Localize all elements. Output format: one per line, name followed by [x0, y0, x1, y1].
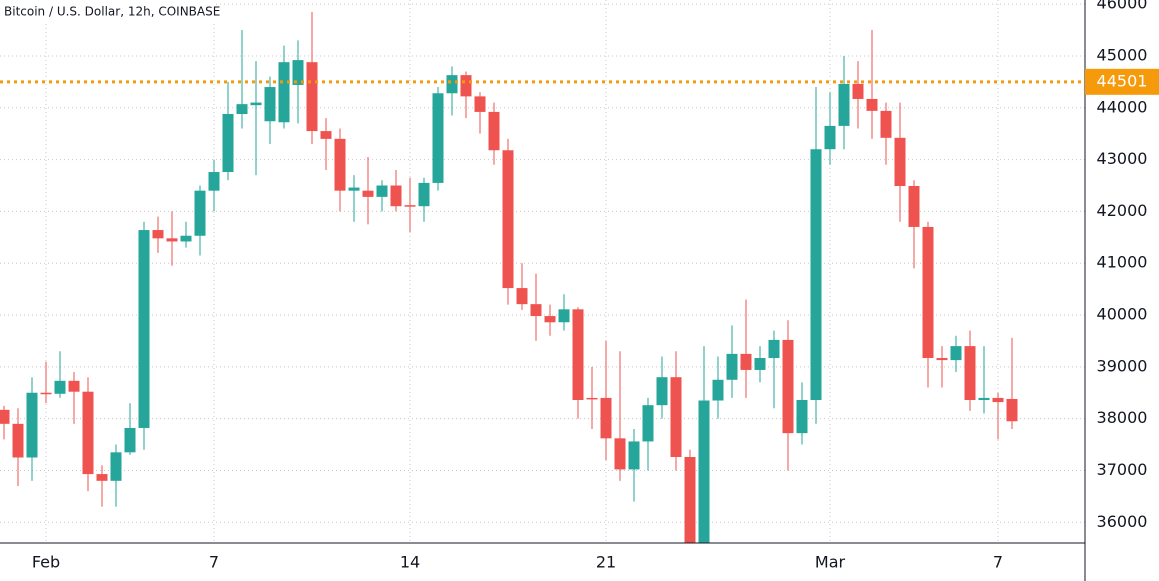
candle-body [726, 353, 738, 380]
candle-body [754, 358, 766, 370]
candle-body [166, 238, 178, 242]
y-tick-label: 39000 [1097, 356, 1148, 375]
candle-body [712, 379, 724, 401]
candle-body [180, 235, 192, 242]
candle-body [278, 62, 290, 123]
y-tick-label: 38000 [1097, 408, 1148, 427]
candle-body [390, 185, 402, 207]
candle-body [628, 441, 640, 470]
y-tick-label: 42000 [1097, 201, 1148, 220]
candle-body [852, 83, 864, 99]
candle-body [488, 111, 500, 151]
y-tick-label: 37000 [1097, 460, 1148, 479]
candle-body [194, 190, 206, 236]
y-tick-label: 43000 [1097, 149, 1148, 168]
candle-body [516, 288, 528, 305]
y-tick-label: 36000 [1097, 512, 1148, 531]
candle-body [838, 83, 850, 126]
candle-body [348, 187, 360, 191]
candle-body [68, 380, 80, 392]
candle-body [698, 400, 710, 543]
candle-body [222, 113, 234, 173]
candle-body [782, 339, 794, 434]
candle-body [684, 456, 696, 543]
candle-body [460, 75, 472, 97]
candle-body [306, 62, 318, 132]
candle-body [334, 138, 346, 191]
y-tick-label: 45000 [1097, 45, 1148, 64]
candle-body [264, 87, 276, 122]
x-tick-label: 7 [209, 553, 219, 572]
candle-body [656, 377, 668, 406]
candle-body [292, 60, 304, 85]
candle-body [474, 96, 486, 112]
candle-body [614, 438, 626, 470]
candle-body [978, 397, 990, 400]
title-bg [0, 0, 215, 22]
candle-body [110, 452, 122, 481]
y-tick-label: 40000 [1097, 305, 1148, 324]
x-tick-label: 7 [993, 553, 1003, 572]
candle-body [768, 339, 780, 359]
candle-body [530, 304, 542, 317]
candle-body [208, 172, 220, 191]
candle-body [12, 423, 24, 458]
candle-body [250, 102, 262, 106]
candle-body [54, 380, 66, 394]
candle-body [152, 230, 164, 239]
candle-body [866, 98, 878, 111]
candle-body [642, 405, 654, 442]
y-tick-label: 46000 [1097, 0, 1148, 13]
x-tick-label: 21 [596, 553, 616, 572]
candle-body [796, 399, 808, 434]
candle-body [418, 182, 430, 207]
candle-body [432, 93, 444, 183]
candle-body [922, 226, 934, 359]
candle-body [376, 185, 388, 197]
candle-body [572, 309, 584, 400]
x-tick-label: 14 [400, 553, 420, 572]
chart-title: Bitcoin / U.S. Dollar, 12h, COINBASE [4, 5, 220, 19]
candle-body [362, 190, 374, 197]
candle-body [138, 230, 150, 428]
candle-body [320, 131, 332, 139]
x-tick-label: Feb [32, 553, 60, 572]
candle-body [558, 309, 570, 323]
candle-body [96, 474, 108, 481]
candle-body [824, 125, 836, 150]
candle-body [124, 427, 136, 453]
candle-body [740, 353, 752, 370]
candle-body [894, 137, 906, 187]
candle-body [1006, 398, 1018, 422]
candle-body [586, 397, 598, 400]
candle-body [992, 397, 1004, 403]
candle-body [950, 346, 962, 361]
candle-body [82, 391, 94, 475]
candle-body [880, 110, 892, 138]
candle-body [502, 150, 514, 289]
candle-body [544, 316, 556, 323]
candle-body [600, 397, 612, 439]
candle-body [40, 392, 52, 395]
price-label-bg [1085, 68, 1159, 95]
candle-body [446, 75, 458, 94]
candle-body [964, 346, 976, 400]
candle-body [404, 205, 416, 207]
candle-body [936, 358, 948, 361]
candle-body [908, 186, 920, 227]
y-tick-label: 44000 [1097, 97, 1148, 116]
candle-body [0, 409, 10, 424]
candle-body [810, 149, 822, 400]
x-tick-label: Mar [815, 553, 846, 572]
candle-body [26, 392, 38, 458]
price-label: 44501 [1097, 71, 1148, 90]
candle-body [236, 104, 248, 114]
y-tick-label: 41000 [1097, 253, 1148, 272]
candle-body [670, 377, 682, 457]
